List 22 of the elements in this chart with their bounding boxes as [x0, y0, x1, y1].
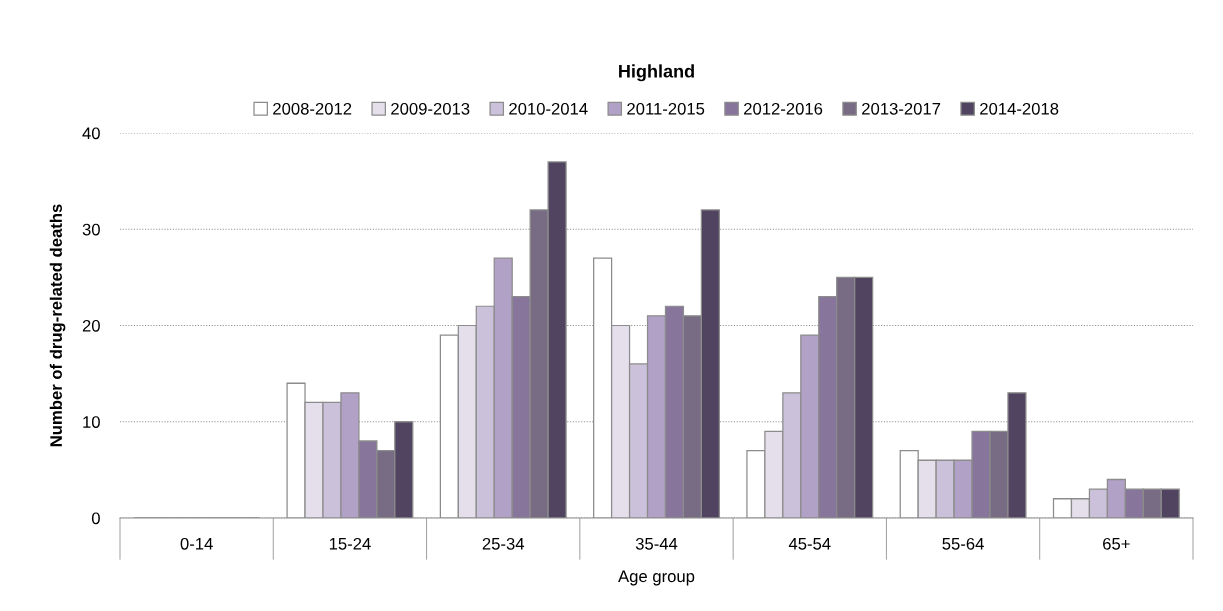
legend-label: 2009-2013 — [391, 102, 470, 115]
x-tick-label: 65+ — [1103, 537, 1130, 550]
x-tick-label: 15-24 — [329, 537, 371, 550]
legend-label: 2010-2014 — [509, 102, 588, 115]
legend-label: 2012-2016 — [744, 102, 823, 115]
y-tick-label: 20 — [82, 319, 100, 332]
legend-label: 2014-2018 — [980, 102, 1059, 115]
y-tick-label: 10 — [83, 416, 100, 428]
y-tick-label: 30 — [82, 223, 100, 236]
legend-label: 2013-2017 — [862, 102, 941, 115]
legend-label: 2008-2012 — [273, 102, 352, 115]
y-tick-label: 0 — [91, 512, 100, 525]
x-tick-label: 25-34 — [482, 537, 525, 550]
x-tick-label: 35-44 — [635, 537, 678, 550]
x-axis-title: Age group — [618, 570, 695, 586]
x-tick-label: 55-64 — [942, 537, 984, 550]
legend-label: 2011-2015 — [627, 102, 705, 115]
chart-title: Highland — [619, 64, 694, 82]
x-tick-label: 0-14 — [180, 537, 213, 550]
y-tick-label: 40 — [82, 127, 100, 140]
x-tick-label: 45-54 — [788, 538, 831, 550]
y-axis-title: Number of drug-related deaths — [49, 204, 66, 447]
